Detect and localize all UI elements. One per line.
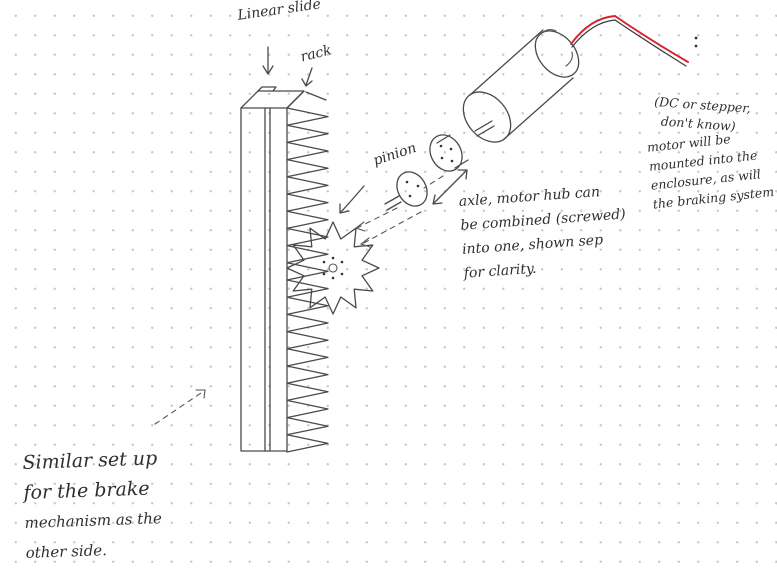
pinion-bolt-hole <box>340 272 344 276</box>
assembly-guide-lines <box>354 175 444 248</box>
motor <box>462 28 580 143</box>
linear-slide <box>240 86 305 452</box>
linear-slide-arrow <box>262 46 274 75</box>
combine-arrow <box>432 169 468 205</box>
motor-shaft-edge <box>476 125 495 137</box>
pinion-bolt-hole <box>322 272 326 276</box>
pinion-bolt-hole <box>331 256 335 260</box>
similar-setup-line: mechanism as the <box>24 509 163 532</box>
axle-note: axle, motor hub can be combined (screwed… <box>458 178 630 285</box>
pinion-bolt-hole <box>340 260 344 264</box>
pinion-gear <box>286 221 380 315</box>
pinion-bolt-hole <box>322 260 326 264</box>
similar-setup-note: Similar set up for the brake mechanism a… <box>22 443 163 568</box>
motor-hub <box>429 134 469 172</box>
motor-mount-note: motor will be mounted into the enclosure… <box>646 125 775 213</box>
other-side-arrow <box>154 389 206 425</box>
note-dot <box>694 44 698 48</box>
note-dot <box>694 36 698 40</box>
motor-shaft <box>474 120 493 132</box>
similar-setup-line: for the brake <box>23 477 150 504</box>
pinion-bolt-hole <box>331 276 335 280</box>
similar-setup-line: Similar set up <box>22 447 158 474</box>
similar-setup-line: other side. <box>25 541 108 562</box>
rack <box>286 91 329 453</box>
axle <box>384 171 428 211</box>
rack-arrow <box>301 67 313 87</box>
motor-wire <box>570 15 689 67</box>
pinion-arrow <box>339 185 365 214</box>
